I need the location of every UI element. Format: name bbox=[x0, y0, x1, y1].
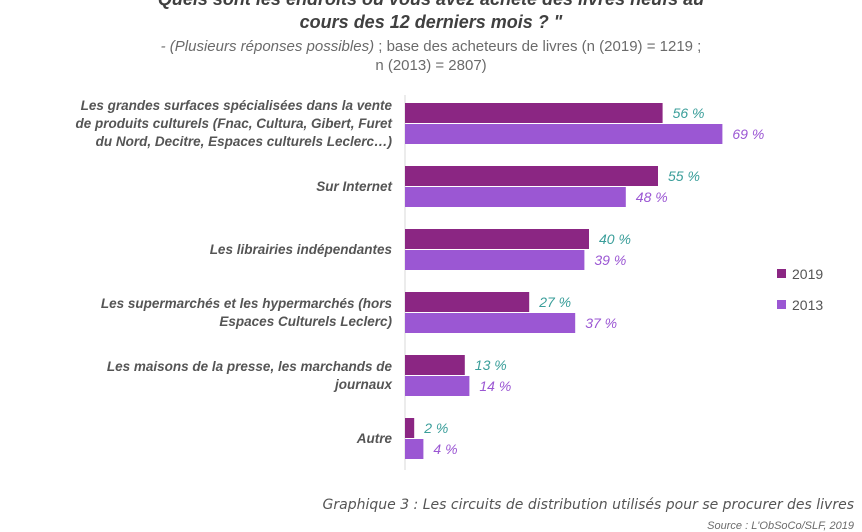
bar-2019-2 bbox=[405, 229, 589, 249]
bar-2019-1 bbox=[405, 166, 658, 186]
legend-label-2019: 2019 bbox=[792, 266, 824, 282]
category-label-0-line-2: du Nord, Decitre, Espaces culturels Lecl… bbox=[95, 133, 392, 149]
category-label-3: Les supermarchés et les hypermarchés (ho… bbox=[42, 295, 392, 331]
data-label-2019-0: 56 % bbox=[673, 105, 705, 121]
category-label-4-line-0: Les maisons de la presse, les marchands … bbox=[106, 358, 392, 374]
category-label-1-line-0: Sur Internet bbox=[316, 178, 392, 194]
category-label-2-line-0: Les librairies indépendantes bbox=[209, 241, 392, 257]
bar-2019-4 bbox=[405, 355, 465, 375]
chart-title-line-2: cours des 12 derniers mois ? " bbox=[299, 12, 563, 32]
data-label-2013-3: 37 % bbox=[585, 315, 617, 331]
category-label-3-line-1: Espaces Culturels Leclerc) bbox=[219, 313, 392, 329]
bar-2019-0 bbox=[405, 103, 663, 123]
bar-2013-2 bbox=[405, 250, 585, 270]
legend-swatch-2013 bbox=[777, 300, 786, 309]
data-label-2013-1: 48 % bbox=[636, 189, 668, 205]
chart-subtitle-line-2: n (2013) = 2807) bbox=[375, 57, 487, 74]
data-label-2019-5: 2 % bbox=[423, 420, 448, 436]
data-label-2019-2: 40 % bbox=[599, 231, 631, 247]
category-label-5: Autre bbox=[42, 430, 392, 448]
data-label-2013-5: 4 % bbox=[433, 441, 457, 457]
bar-2019-3 bbox=[405, 292, 530, 312]
bar-2013-1 bbox=[405, 187, 626, 207]
bar-2013-0 bbox=[405, 124, 723, 144]
category-label-1: Sur Internet bbox=[42, 178, 392, 196]
bar-2013-3 bbox=[405, 313, 576, 333]
bar-2013-5 bbox=[405, 439, 424, 459]
legend-swatch-2019 bbox=[777, 269, 786, 278]
category-label-3-line-0: Les supermarchés et les hypermarchés (ho… bbox=[100, 295, 392, 311]
chart-title-line-1: Quels sont les endroits où vous avez ach… bbox=[0, 0, 862, 10]
data-label-2013-0: 69 % bbox=[732, 126, 764, 142]
subtitle-italic-part: - (Plusieurs réponses possibles) bbox=[160, 38, 375, 55]
bar-2013-4 bbox=[405, 376, 470, 396]
data-label-2013-4: 14 % bbox=[479, 378, 511, 394]
legend-item-2013: 2013 bbox=[777, 296, 823, 314]
subtitle-rest-part: ; base des acheteurs de livres (n (2019)… bbox=[374, 38, 702, 55]
data-label-2013-2: 39 % bbox=[594, 252, 626, 268]
legend-label-2013: 2013 bbox=[792, 297, 824, 313]
legend-item-2019: 2019 bbox=[777, 265, 823, 283]
data-label-2019-1: 55 % bbox=[668, 168, 700, 184]
category-label-0: Les grandes surfaces spécialisées dans l… bbox=[42, 97, 392, 151]
figure-source: Source : L'ObSoCo/SLF, 2019 bbox=[707, 520, 854, 532]
figure-caption: Graphique 3 : Les circuits de distributi… bbox=[322, 497, 854, 513]
chart-subtitle-line-1: - (Plusieurs réponses possibles) ; base … bbox=[0, 37, 862, 56]
category-label-0-line-1: de produits culturels (Fnac, Cultura, Gi… bbox=[75, 115, 392, 131]
data-label-2019-4: 13 % bbox=[475, 357, 507, 373]
data-label-2019-3: 27 % bbox=[538, 294, 571, 310]
category-label-2: Les librairies indépendantes bbox=[42, 241, 392, 259]
bar-2019-5 bbox=[405, 418, 415, 438]
category-label-4-line-1: journaux bbox=[334, 376, 392, 392]
category-label-4: Les maisons de la presse, les marchands … bbox=[42, 358, 392, 394]
category-label-0-line-0: Les grandes surfaces spécialisées dans l… bbox=[80, 97, 392, 113]
category-label-5-line-0: Autre bbox=[356, 430, 392, 446]
